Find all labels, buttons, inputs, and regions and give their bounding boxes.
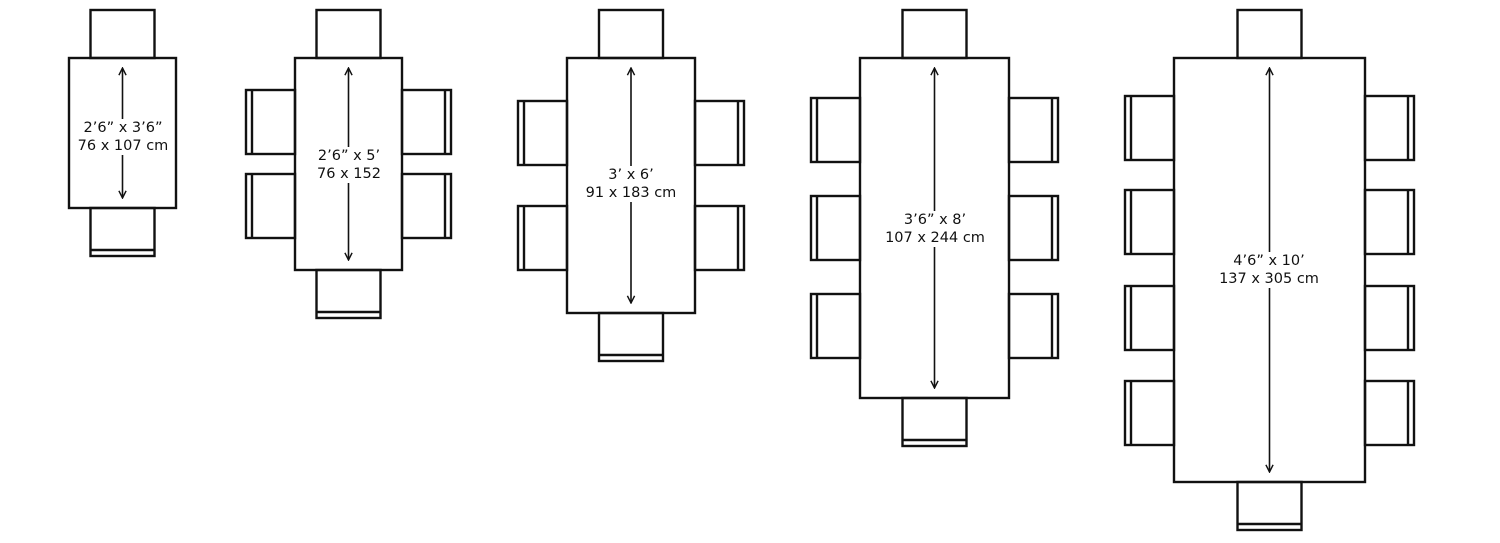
- chair-right-5-4: [1363, 379, 1416, 447]
- chair-top-4: [901, 8, 968, 60]
- table-3-size-metric: 91 x 183 cm: [585, 185, 677, 201]
- table-2-size-metric: 76 x 152: [317, 166, 381, 182]
- table-2-label: 2’6” x 5’ 76 x 152: [316, 147, 382, 183]
- chair-left-5-4: [1123, 379, 1176, 447]
- chair-top-3: [597, 8, 665, 60]
- table-4-size-imperial: 3’6” x 8’: [903, 212, 967, 228]
- chair-top-5: [1236, 8, 1303, 60]
- table-1-label: 2’6” x 3’6” 76 x 107 cm: [76, 119, 170, 155]
- chair-bottom-1: [89, 206, 156, 258]
- chair-right-4-2: [1007, 194, 1060, 262]
- table-5-label: 4’6” x 10’ 137 x 305 cm: [1218, 252, 1320, 288]
- chair-top-2: [315, 8, 382, 60]
- chair-left-2-1: [244, 88, 297, 156]
- chair-right-2-2: [400, 172, 453, 240]
- chair-left-3-2: [516, 204, 569, 272]
- chair-left-4-1: [809, 96, 862, 164]
- chair-bottom-3: [597, 311, 665, 363]
- chair-right-3-1: [693, 99, 746, 167]
- chair-left-5-1: [1123, 94, 1176, 162]
- chair-right-5-1: [1363, 94, 1416, 162]
- chair-top-1: [89, 8, 156, 60]
- chair-bottom-2: [315, 268, 382, 320]
- chair-left-4-2: [809, 194, 862, 262]
- table-5-size-metric: 137 x 305 cm: [1219, 271, 1319, 287]
- chair-right-2-1: [400, 88, 453, 156]
- chair-right-4-1: [1007, 96, 1060, 164]
- table-2-size-imperial: 2’6” x 5’: [317, 148, 381, 164]
- chair-left-5-3: [1123, 284, 1176, 352]
- table-4-size-metric: 107 x 244 cm: [885, 230, 985, 246]
- chair-right-3-2: [693, 204, 746, 272]
- table-3-size-imperial: 3’ x 6’: [608, 167, 654, 183]
- table-1-size-imperial: 2’6” x 3’6”: [83, 120, 163, 136]
- chair-right-5-3: [1363, 284, 1416, 352]
- chair-left-5-2: [1123, 188, 1176, 256]
- chair-left-4-3: [809, 292, 862, 360]
- table-1-size-metric: 76 x 107 cm: [77, 138, 169, 154]
- chair-left-2-2: [244, 172, 297, 240]
- chair-right-5-2: [1363, 188, 1416, 256]
- chair-left-3-1: [516, 99, 569, 167]
- chair-right-4-3: [1007, 292, 1060, 360]
- chair-bottom-5: [1236, 480, 1303, 532]
- table-3-label: 3’ x 6’ 91 x 183 cm: [584, 166, 678, 202]
- table-4-label: 3’6” x 8’ 107 x 244 cm: [884, 211, 986, 247]
- table-5-size-imperial: 4’6” x 10’: [1233, 253, 1305, 269]
- chair-bottom-4: [901, 396, 968, 448]
